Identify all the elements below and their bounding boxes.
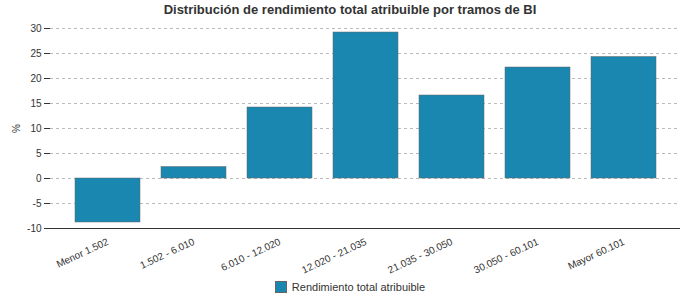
svg-text:30.050 - 60.101: 30.050 - 60.101 (472, 236, 541, 276)
html-text:Distribución de rendimiento to: Distribución de rendimiento total atribu… (163, 2, 537, 17)
svg-text:20: 20 (30, 73, 42, 84)
svg-text:-10: -10 (27, 223, 42, 234)
svg-text:1.502 - 6.010: 1.502 - 6.010 (138, 236, 196, 271)
svg-text:12.020 - 21.035: 12.020 - 21.035 (300, 236, 369, 276)
svg-text:10: 10 (30, 123, 42, 134)
svg-text:6.010 - 12.020: 6.010 - 12.020 (219, 236, 283, 273)
svg-text:15: 15 (30, 98, 42, 109)
svg-text:-5: -5 (33, 198, 42, 209)
svg-text:Mayor 60.101: Mayor 60.101 (566, 236, 626, 272)
svg-text:21.035 - 30.050: 21.035 - 30.050 (386, 236, 455, 276)
svg-text:%: % (11, 124, 22, 133)
svg-text:30: 30 (30, 23, 42, 34)
svg-text:25: 25 (30, 48, 42, 59)
svg-text:Menor 1.502: Menor 1.502 (55, 236, 111, 270)
html-text:Rendimiento total atribuible: Rendimiento total atribuible (291, 281, 426, 293)
svg-text:0: 0 (36, 173, 42, 184)
svg-text:5: 5 (36, 148, 42, 159)
